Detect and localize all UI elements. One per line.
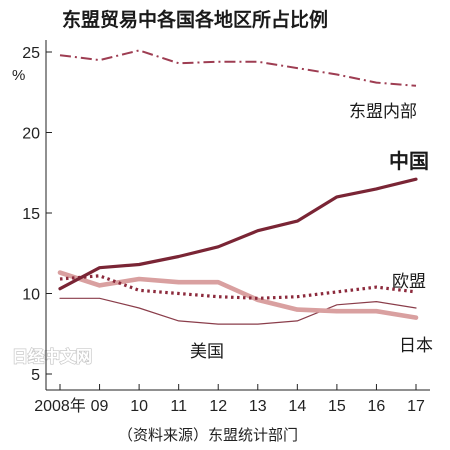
x-tick-label: 09 bbox=[91, 398, 109, 415]
x-tick-label: 16 bbox=[368, 398, 386, 415]
x-tick-label: 13 bbox=[249, 398, 267, 415]
y-tick-label: 10 bbox=[22, 287, 40, 304]
y-unit-label: % bbox=[12, 67, 25, 84]
watermark: 日经中文网 bbox=[12, 347, 92, 366]
series-line bbox=[59, 297, 417, 325]
chart-title: 东盟贸易中各国各地区所占比例 bbox=[62, 8, 328, 31]
x-ticks: 2008年 09 10 11 12 13 14 15 16 17 bbox=[34, 384, 425, 415]
y-ticks: 5 10 15 20 25 bbox=[22, 45, 52, 384]
series-line bbox=[58, 177, 418, 291]
series-line bbox=[59, 49, 417, 87]
y-tick-label: 25 bbox=[22, 45, 40, 62]
label-eu: 欧盟 bbox=[392, 272, 426, 292]
x-tick-label: 17 bbox=[407, 398, 425, 415]
series-line bbox=[59, 274, 417, 300]
x-tick-label: 11 bbox=[170, 398, 187, 415]
y-tick-label: 20 bbox=[22, 126, 40, 143]
x-tick-label: 12 bbox=[209, 398, 227, 415]
x-tick-label: 10 bbox=[130, 398, 148, 415]
source-note: （资料来源）东盟统计部门 bbox=[118, 426, 298, 444]
series-line bbox=[57, 270, 419, 320]
label-japan: 日本 bbox=[399, 336, 433, 356]
x-tick-label: 15 bbox=[328, 398, 346, 415]
y-tick-label: 15 bbox=[22, 206, 40, 223]
label-china: 中国 bbox=[389, 149, 429, 173]
x-tick-label: 2008年 bbox=[34, 397, 86, 415]
x-tick-label: 14 bbox=[288, 398, 306, 415]
y-tick-label: 5 bbox=[31, 367, 40, 384]
label-asean-internal: 东盟内部 bbox=[349, 102, 417, 122]
series-lines bbox=[57, 49, 419, 325]
label-usa: 美国 bbox=[190, 342, 224, 362]
